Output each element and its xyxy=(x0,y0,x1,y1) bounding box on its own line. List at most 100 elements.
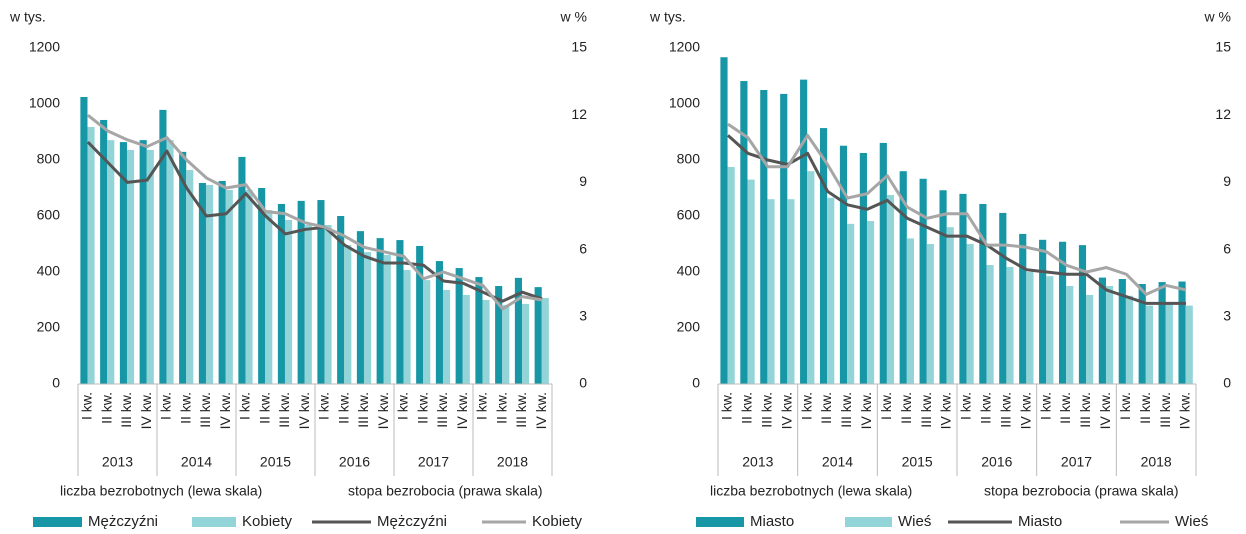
x-tick-label: IV kw. xyxy=(375,392,391,429)
y2-tick-label: 15 xyxy=(571,39,587,55)
bar xyxy=(1118,279,1126,384)
year-label: 2017 xyxy=(1061,454,1092,470)
bar xyxy=(107,140,115,384)
bar xyxy=(521,303,530,384)
bar xyxy=(727,167,735,384)
bar xyxy=(245,189,253,384)
legend-label: Miasto xyxy=(1018,513,1062,530)
x-tick-label: IV kw. xyxy=(1017,392,1033,429)
bar xyxy=(317,200,325,384)
bar xyxy=(740,81,748,384)
bar xyxy=(1019,233,1027,384)
bar xyxy=(363,252,372,384)
annotation: stopa bezrobocia (prawa skala) xyxy=(984,483,1179,499)
bar xyxy=(986,265,994,384)
annotation: liczba bezrobotnych (lewa skala) xyxy=(710,483,912,499)
bar xyxy=(462,294,470,384)
y-tick-label: 400 xyxy=(677,263,701,279)
bar xyxy=(1138,284,1146,384)
bar xyxy=(1145,305,1153,384)
bar xyxy=(344,245,352,384)
y-tick-label: 1000 xyxy=(29,95,60,111)
y2-tick-label: 15 xyxy=(1215,39,1231,55)
bar xyxy=(1046,276,1054,384)
bar xyxy=(1125,295,1134,384)
bar xyxy=(839,145,848,384)
x-tick-label: I kw. xyxy=(474,392,490,420)
x-tick-label: III kw. xyxy=(513,392,529,428)
legend-label: Mężczyźni xyxy=(377,513,447,530)
x-tick-label: IV kw. xyxy=(217,392,233,429)
bar xyxy=(284,219,293,384)
bar xyxy=(100,119,108,385)
x-tick-label: II kw. xyxy=(739,392,755,424)
legend-label: Wieś xyxy=(1175,513,1208,530)
bar xyxy=(1039,239,1047,384)
bar xyxy=(146,149,154,384)
x-tick-label: III kw. xyxy=(1077,392,1093,428)
year-label: 2016 xyxy=(339,454,370,470)
bar xyxy=(1058,241,1067,384)
bar xyxy=(403,270,411,384)
bar xyxy=(119,142,127,384)
bar xyxy=(906,238,914,384)
annotation: stopa bezrobocia (prawa skala) xyxy=(348,483,543,499)
y-tick-label: 0 xyxy=(52,375,60,391)
y2-tick-label: 12 xyxy=(571,106,587,122)
y2-tick-label: 3 xyxy=(1223,308,1231,324)
legend-label: Kobiety xyxy=(532,513,583,530)
bar xyxy=(80,97,88,384)
bar xyxy=(946,227,954,384)
x-tick-label: IV kw. xyxy=(1097,392,1113,429)
bar xyxy=(899,171,907,384)
bar xyxy=(304,224,312,384)
y-tick-label: 600 xyxy=(677,207,701,223)
bar xyxy=(265,210,273,384)
bar xyxy=(787,199,795,384)
x-tick-label: I kw. xyxy=(316,392,332,420)
x-tick-label: II kw. xyxy=(256,392,272,424)
bar xyxy=(534,287,542,384)
year-label: 2017 xyxy=(418,454,449,470)
bar xyxy=(297,200,305,384)
x-tick-label: IV kw. xyxy=(858,392,874,429)
x-tick-label: II kw. xyxy=(98,392,114,424)
x-tick-label: II kw. xyxy=(978,392,994,424)
x-tick-label: II kw. xyxy=(414,392,430,424)
bar xyxy=(475,277,483,384)
bar xyxy=(1105,286,1114,384)
bar xyxy=(218,181,226,384)
legend-swatch xyxy=(33,517,82,527)
bar xyxy=(747,179,755,384)
x-tick-label: IV kw. xyxy=(1177,392,1193,429)
bar xyxy=(166,140,174,384)
y2-tick-label: 9 xyxy=(1223,173,1231,189)
bar xyxy=(435,261,443,384)
bar xyxy=(238,156,246,384)
annotation: liczba bezrobotnych (lewa skala) xyxy=(60,483,262,499)
bar xyxy=(1185,305,1193,384)
x-tick-label: IV kw. xyxy=(533,392,549,429)
y2-tick-label: 6 xyxy=(579,240,587,256)
y-tick-label: 800 xyxy=(677,151,701,167)
bar xyxy=(720,57,728,385)
x-tick-label: I kw. xyxy=(1037,392,1053,420)
bar xyxy=(760,90,768,384)
bar xyxy=(495,286,503,384)
y2-axis-label: w % xyxy=(560,9,587,25)
bar xyxy=(396,240,404,384)
x-tick-label: IV kw. xyxy=(138,392,154,429)
x-tick-label: II kw. xyxy=(493,392,509,424)
bar xyxy=(827,197,835,384)
bar xyxy=(198,182,206,384)
bar xyxy=(1026,272,1034,384)
x-tick-label: III kw. xyxy=(1157,392,1173,428)
line xyxy=(86,114,543,311)
bar xyxy=(1078,245,1087,384)
bar xyxy=(139,140,147,384)
bar xyxy=(819,128,828,384)
bar xyxy=(886,195,895,384)
bar xyxy=(87,126,95,385)
x-tick-label: III kw. xyxy=(758,392,774,428)
